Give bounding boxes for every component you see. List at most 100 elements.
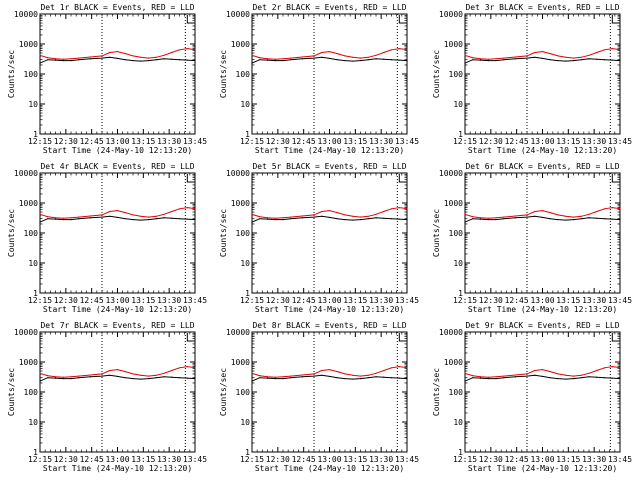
data-point-events [359, 377, 362, 380]
data-point-events [140, 219, 142, 221]
data-point-lld [390, 367, 393, 369]
data-point-lld [89, 56, 91, 58]
data-point-lld [194, 208, 196, 210]
series-line-events [251, 374, 408, 382]
x-tick-label: 13:15 [556, 137, 580, 146]
data-point-events [274, 218, 276, 221]
panel-title: Det 5r BLACK = Events, RED = LLD [252, 162, 406, 171]
x-tick-label: 12:30 [479, 455, 503, 464]
data-point-lld [178, 367, 181, 369]
series-line-lld [39, 207, 196, 219]
data-point-lld [344, 373, 346, 375]
data-point-lld [155, 215, 157, 217]
data-point-lld [375, 213, 377, 215]
data-point-lld [580, 374, 582, 376]
data-point-events [383, 58, 385, 60]
data-point-events [526, 57, 528, 59]
series-line-lld [39, 48, 196, 60]
panel-title: Det 1r BLACK = Events, RED = LLD [40, 3, 194, 12]
y-tick-label: 10000 [14, 10, 38, 19]
x-tick-label: 12:45 [80, 455, 104, 464]
data-point-lld [54, 58, 57, 60]
y-axis-label: Counts/sec [432, 50, 441, 98]
data-point-events [398, 377, 400, 379]
data-point-events [171, 217, 173, 219]
data-point-events [367, 377, 369, 379]
y-tick-label: 1 [458, 130, 463, 139]
data-point-lld [313, 214, 315, 216]
panel-title: Det 7r BLACK = Events, RED = LLD [40, 321, 194, 330]
data-point-lld [54, 217, 57, 219]
x-tick-label: 12:45 [80, 296, 104, 305]
data-point-events [194, 59, 196, 62]
plot-frame [464, 331, 621, 453]
data-point-events [155, 218, 157, 220]
y-tick-label: 1000 [444, 40, 463, 49]
x-tick-label: 12:15 [240, 296, 264, 305]
data-point-lld [619, 208, 621, 210]
x-axis-label: Start Time (24-May-10 12:13:20) [468, 305, 617, 314]
y-tick-label: 10 [453, 259, 463, 268]
series-line-events [39, 374, 196, 382]
data-point-events [619, 377, 621, 380]
data-point-lld [549, 52, 551, 55]
y-tick-label: 1 [33, 130, 38, 139]
data-point-lld [398, 366, 400, 368]
data-point-events [367, 218, 369, 220]
data-point-events [572, 218, 575, 221]
data-point-lld [282, 217, 284, 219]
y-tick-label: 1 [458, 289, 463, 298]
data-point-lld [147, 216, 150, 218]
data-point-events [406, 377, 408, 380]
data-point-events [479, 377, 482, 379]
data-point-lld [155, 374, 157, 376]
data-point-events [54, 218, 57, 220]
data-point-lld [495, 376, 497, 378]
data-point-lld [274, 58, 276, 60]
data-point-events [290, 59, 292, 61]
data-point-events [147, 218, 150, 221]
y-tick-label: 1000 [19, 40, 38, 49]
data-point-events [274, 59, 276, 62]
data-point-lld [336, 211, 338, 214]
data-point-lld [619, 49, 621, 51]
data-point-lld [259, 57, 261, 59]
data-point-lld [603, 208, 606, 210]
y-tick-label: 10000 [226, 169, 250, 178]
data-point-lld [549, 211, 551, 214]
x-tick-label: 13:15 [131, 296, 155, 305]
data-point-events [514, 217, 516, 219]
data-point-events [503, 377, 505, 379]
data-point-events [313, 57, 315, 59]
data-point-events [359, 218, 362, 221]
data-point-events [89, 58, 91, 60]
data-point-lld [479, 58, 482, 60]
data-point-events [178, 218, 181, 220]
y-tick-label: 100 [24, 70, 39, 79]
x-tick-label: 13:45 [395, 137, 419, 146]
x-tick-label: 13:00 [530, 455, 554, 464]
y-axis-label: Counts/sec [7, 368, 16, 416]
data-point-lld [39, 54, 41, 56]
y-tick-label: 1 [33, 289, 38, 298]
data-point-events [101, 57, 103, 59]
y-axis-label: Counts/sec [219, 50, 228, 98]
data-point-lld [266, 217, 269, 219]
x-tick-label: 12:45 [292, 455, 316, 464]
data-point-events [155, 377, 157, 379]
data-point-lld [251, 213, 253, 215]
data-point-events [101, 375, 103, 377]
data-point-events [101, 216, 103, 218]
interval-bracket [611, 174, 620, 183]
data-point-events [572, 377, 575, 380]
data-point-events [352, 60, 354, 62]
data-point-lld [140, 215, 142, 217]
series-line-events [464, 56, 621, 64]
x-tick-label: 13:00 [317, 137, 341, 146]
x-axis-label: Start Time (24-May-10 12:13:20) [468, 464, 617, 473]
data-point-lld [472, 375, 474, 377]
y-tick-label: 100 [24, 388, 39, 397]
data-point-lld [383, 51, 385, 54]
data-point-events [70, 59, 72, 62]
data-point-lld [62, 58, 64, 60]
